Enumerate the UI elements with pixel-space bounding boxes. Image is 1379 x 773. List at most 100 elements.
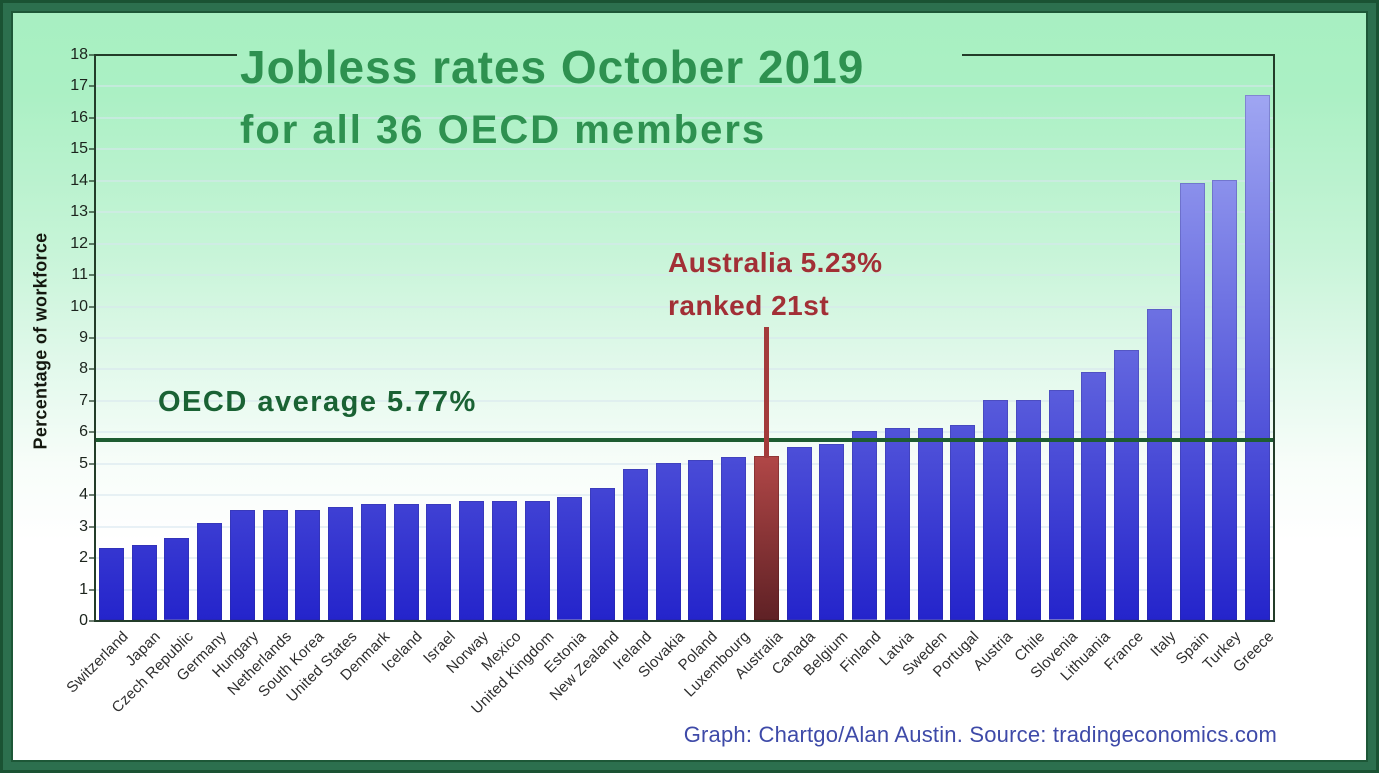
bar-lithuania: [1081, 371, 1107, 620]
gridline-14: [95, 179, 1274, 182]
gridline-16: [95, 116, 1274, 119]
y-axis-tickmark-13: [89, 211, 95, 214]
bar-switzerland: [98, 547, 124, 620]
australia-annotation-line2: ranked 21st: [668, 290, 830, 321]
y-axis-tickmark-11: [89, 274, 95, 277]
y-axis-tickmark-18: [89, 54, 95, 56]
bar-sweden: [917, 428, 943, 620]
bar-greece: [1245, 94, 1271, 620]
gridline-9: [95, 337, 1274, 339]
bar-estonia: [557, 497, 583, 620]
bar-france: [1114, 349, 1140, 620]
y-axis-tick-10: 10: [70, 297, 88, 315]
gridline-4: [95, 494, 1274, 497]
y-axis-tick-14: 14: [70, 171, 88, 189]
gridline-15: [95, 148, 1274, 151]
bar-denmark: [360, 503, 386, 620]
y-axis-tickmark-0: [89, 620, 95, 622]
gridline-11: [95, 274, 1274, 277]
bar-finland: [852, 431, 878, 620]
gridline-17: [95, 85, 1274, 88]
x-axis-label-text: Switzerland: [62, 628, 132, 697]
bar-spain: [1179, 182, 1205, 620]
gridline-1: [95, 588, 1274, 591]
bar-latvia: [884, 428, 910, 620]
bar-mexico: [491, 500, 517, 620]
y-axis-tickmark-17: [89, 85, 95, 88]
chart-subtitle: for all 36 OECD members: [240, 108, 767, 152]
y-axis-tickmark-12: [89, 242, 95, 245]
y-axis-tickmark-2: [89, 557, 95, 560]
bar-israel: [426, 503, 452, 620]
y-axis-tick-6: 6: [79, 423, 88, 441]
y-axis-tick-7: 7: [79, 391, 88, 409]
oecd-average-label: OECD average 5.77%: [158, 386, 477, 418]
y-axis-tick-17: 17: [70, 77, 88, 95]
y-axis-title: Percentage of workforce: [30, 232, 51, 450]
gridline-13: [95, 211, 1274, 214]
bar-netherlands: [262, 509, 288, 620]
bar-canada: [786, 447, 812, 620]
y-axis-tick-1: 1: [79, 580, 88, 598]
bar-ireland: [622, 469, 648, 620]
bar-new-zealand: [590, 487, 616, 620]
gridline-8: [95, 368, 1274, 371]
x-axis-line: [94, 620, 1275, 622]
bar-germany: [197, 522, 223, 620]
plot-border-top-left-segment: [94, 54, 237, 56]
bar-poland: [688, 459, 714, 620]
y-axis-tickmark-15: [89, 148, 95, 151]
y-axis-line: [94, 54, 96, 622]
bar-turkey: [1212, 179, 1238, 620]
y-axis-tickmark-4: [89, 494, 95, 497]
y-axis-tick-15: 15: [70, 140, 88, 158]
y-axis-tickmark-8: [89, 368, 95, 371]
chart-title: Jobless rates October 2019: [240, 41, 865, 93]
y-axis-tick-18: 18: [70, 46, 88, 63]
bar-norway: [459, 500, 485, 620]
y-axis-tickmark-3: [89, 525, 95, 528]
y-axis-tick-4: 4: [79, 486, 88, 504]
y-axis-tickmark-6: [89, 431, 95, 434]
y-axis-tickmark-16: [89, 116, 95, 119]
y-axis-tickmark-14: [89, 179, 95, 182]
y-axis-tick-8: 8: [79, 360, 88, 378]
y-axis-tick-12: 12: [70, 234, 88, 252]
bar-australia: [753, 455, 779, 620]
y-axis-tick-3: 3: [79, 517, 88, 535]
bar-chile: [1015, 399, 1041, 620]
gridline-5: [95, 462, 1274, 465]
credit-text: Graph: Chartgo/Alan Austin. Source: trad…: [683, 722, 1277, 747]
bar-hungary: [229, 509, 255, 620]
y-axis-tickmark-10: [89, 305, 95, 308]
bar-slovenia: [1048, 390, 1074, 620]
plot-area: [95, 55, 1274, 621]
y-axis-tick-5: 5: [79, 454, 88, 472]
oecd-average-line: [95, 437, 1274, 442]
y-axis-tickmark-1: [89, 588, 95, 591]
australia-pointer-line: [764, 327, 769, 458]
y-axis-tickmark-7: [89, 399, 95, 402]
bar-italy: [1146, 308, 1172, 620]
y-axis-tick-9: 9: [79, 329, 88, 346]
bar-belgium: [819, 443, 845, 620]
gridline-7: [95, 399, 1274, 402]
y-axis-tick-2: 2: [79, 549, 88, 567]
bar-luxembourg: [721, 456, 747, 620]
y-axis-tick-0: 0: [79, 612, 88, 629]
bar-portugal: [950, 425, 976, 620]
y-axis-tick-13: 13: [70, 203, 88, 221]
bar-japan: [131, 544, 157, 620]
y-axis-tickmark-9: [89, 337, 95, 339]
y-axis-tickmark-5: [89, 462, 95, 465]
bar-south-korea: [295, 509, 321, 620]
gridline-2: [95, 557, 1274, 560]
gridline-12: [95, 242, 1274, 245]
gridline-10: [95, 305, 1274, 308]
bar-czech-republic: [164, 538, 190, 620]
plot-border-right: [1273, 54, 1275, 622]
y-axis-tick-11: 11: [71, 266, 88, 284]
bar-iceland: [393, 503, 419, 620]
bar-austria: [983, 399, 1009, 620]
